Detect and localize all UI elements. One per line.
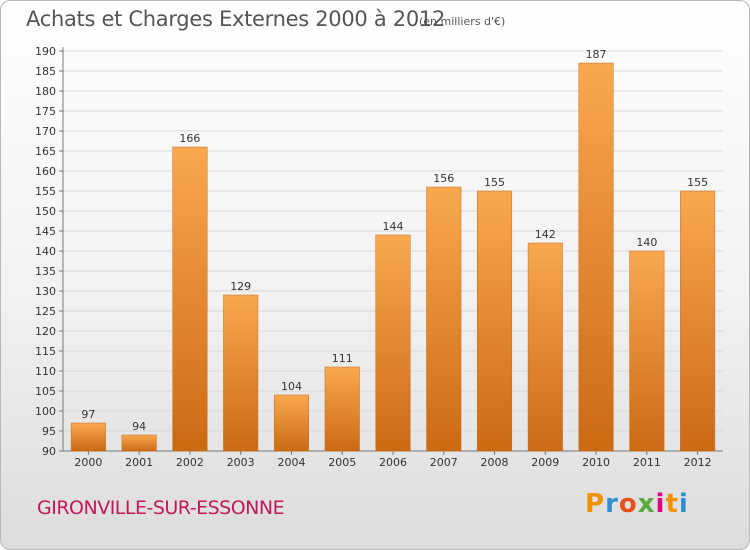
y-tick-label-100: 100 xyxy=(35,405,56,418)
y-tick-label-155: 155 xyxy=(35,185,56,198)
value-label-2006: 144 xyxy=(383,220,404,233)
y-tick-label-145: 145 xyxy=(35,225,56,238)
y-tick-label-90: 90 xyxy=(42,445,56,458)
value-label-2002: 166 xyxy=(179,132,200,145)
bar-2011 xyxy=(629,250,665,452)
bar-2001 xyxy=(121,434,157,452)
value-label-2012: 155 xyxy=(687,176,708,189)
y-tick-label-175: 175 xyxy=(35,105,56,118)
logo-letter: t xyxy=(665,489,679,519)
bars xyxy=(70,62,716,452)
value-labels: 97 94 166 129 104 111 144 156 155 142 187 140 155 xyxy=(81,48,708,433)
value-label-2001: 94 xyxy=(132,420,146,433)
y-tick-label-105: 105 xyxy=(35,385,56,398)
logo-letter: P xyxy=(585,489,606,519)
logo-letter: i xyxy=(678,489,689,519)
y-tick-label-150: 150 xyxy=(35,205,56,218)
chart-title: Achats et Charges Externes 2000 à 2012 xyxy=(26,7,446,31)
y-tick-label-190: 190 xyxy=(35,45,56,58)
bar-2006 xyxy=(375,234,411,452)
x-tick-label-2007: 2007 xyxy=(430,456,458,469)
bar-2003 xyxy=(223,294,259,452)
x-tick-label-2009: 2009 xyxy=(531,456,559,469)
value-label-2004: 104 xyxy=(281,380,302,393)
bar-2012 xyxy=(680,190,716,452)
value-label-2009: 142 xyxy=(535,228,556,241)
value-label-2005: 111 xyxy=(332,352,353,365)
bar-2000 xyxy=(70,422,106,452)
bar-2008 xyxy=(477,190,513,452)
y-tick-label-140: 140 xyxy=(35,245,56,258)
y-tick-label-130: 130 xyxy=(35,285,56,298)
y-tick-label-165: 165 xyxy=(35,145,56,158)
x-tick-label-2006: 2006 xyxy=(379,456,407,469)
y-tick-label-180: 180 xyxy=(35,85,56,98)
bar-2005 xyxy=(324,366,360,452)
y-tick-label-95: 95 xyxy=(42,425,56,438)
logo-letter: o xyxy=(618,489,638,519)
logo-letter: r xyxy=(605,489,619,519)
y-tick-label-160: 160 xyxy=(35,165,56,178)
x-tick-label-2001: 2001 xyxy=(125,456,153,469)
logo-letter: x xyxy=(637,489,656,519)
proxiti-logo[interactable]: Proxiti xyxy=(585,489,689,519)
y-tick-label-170: 170 xyxy=(35,125,56,138)
y-tick-label-185: 185 xyxy=(35,65,56,78)
bar-2004 xyxy=(273,394,309,452)
bar-2010 xyxy=(578,62,614,452)
logo-letter: i xyxy=(655,489,666,519)
x-tick-label-2010: 2010 xyxy=(582,456,610,469)
y-tick-label-110: 110 xyxy=(35,365,56,378)
bar-2009 xyxy=(527,242,563,452)
commune-name: GIRONVILLE-SUR-ESSONNE xyxy=(37,497,285,519)
value-label-2003: 129 xyxy=(230,280,251,293)
x-tick-label-2011: 2011 xyxy=(633,456,661,469)
value-label-2008: 155 xyxy=(484,176,505,189)
y-tick-label-120: 120 xyxy=(35,325,56,338)
value-label-2000: 97 xyxy=(81,408,95,421)
value-label-2010: 187 xyxy=(586,48,607,61)
chart-subtitle: (en milliers d'€) xyxy=(419,15,506,28)
x-tick-label-2012: 2012 xyxy=(684,456,712,469)
bar-2007 xyxy=(426,186,462,452)
y-tick-label-125: 125 xyxy=(35,305,56,318)
x-tick-label-2005: 2005 xyxy=(328,456,356,469)
y-tick-label-135: 135 xyxy=(35,265,56,278)
x-tick-label-2000: 2000 xyxy=(74,456,102,469)
x-tick-label-2003: 2003 xyxy=(227,456,255,469)
value-label-2011: 140 xyxy=(636,236,657,249)
y-tick-label-115: 115 xyxy=(35,345,56,358)
value-label-2007: 156 xyxy=(433,172,454,185)
x-tick-label-2008: 2008 xyxy=(481,456,509,469)
x-tick-label-2002: 2002 xyxy=(176,456,204,469)
bar-2002 xyxy=(172,146,208,452)
bar-chart: 90 95 100 105 110 115 120 125 130 135 140 145 150 155… xyxy=(35,45,723,469)
x-tick-label-2004: 2004 xyxy=(277,456,305,469)
